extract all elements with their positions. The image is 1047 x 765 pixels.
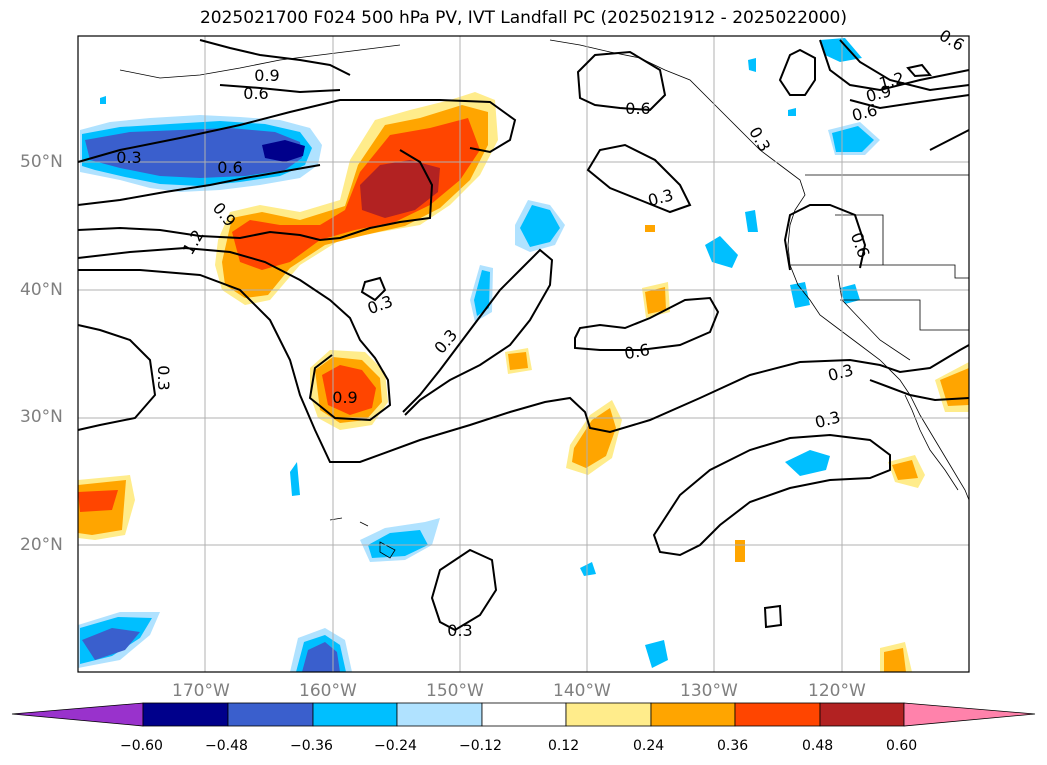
colorbar-tick: 0.48	[802, 738, 834, 754]
plot-area: 0.3 0.6 0.9 1.2 0.9 0.6 0.3 0.3 0.9 0.3 …	[77, 26, 970, 673]
lon-label: 150°W	[426, 681, 484, 701]
contour-label: 0.3	[154, 365, 173, 390]
colorbar-segment	[312, 702, 398, 727]
lon-label: 130°W	[680, 681, 738, 701]
colorbar-tick: −0.24	[374, 738, 417, 754]
colorbar-tick: 0.60	[886, 738, 918, 754]
colorbar-extend-high	[903, 702, 1036, 727]
contour-label: 0.6	[625, 99, 650, 118]
lat-label: 20°N	[20, 535, 63, 555]
colorbar-segment	[396, 702, 483, 727]
colorbar-segment	[734, 702, 821, 727]
colorbar-tick: −0.36	[290, 738, 333, 754]
lat-label: 30°N	[20, 407, 63, 427]
contour-label: 0.3	[447, 621, 472, 640]
contour-label: 0.9	[332, 388, 357, 407]
negative-anomaly-nw	[80, 115, 322, 192]
colorbar-tick: −0.48	[205, 738, 248, 754]
colorbar-segment	[142, 702, 229, 727]
colorbar-tick: 0.36	[717, 738, 749, 754]
contour-label: 0.9	[254, 66, 279, 85]
lat-label: 40°N	[20, 280, 63, 300]
colorbar-tick: −0.60	[120, 738, 163, 754]
positive-anomaly-spots	[78, 225, 969, 672]
colorbar-tick: 0.12	[548, 738, 580, 754]
lat-label: 50°N	[20, 152, 63, 172]
colorbar-segment	[819, 702, 905, 727]
colorbar-segment	[227, 702, 314, 727]
colorbar-tick: 0.24	[633, 738, 665, 754]
contour-label: 0.3	[116, 148, 141, 167]
map-frame	[77, 35, 970, 673]
lon-label: 140°W	[553, 681, 611, 701]
positive-anomaly-band	[215, 92, 498, 305]
colorbar-segment	[481, 702, 567, 727]
colorbar-segment	[565, 702, 652, 727]
colorbar-tick: −0.12	[459, 738, 502, 754]
map-title: 2025021700 F024 500 hPa PV, IVT Landfall…	[199, 8, 847, 28]
positive-anomaly-central	[310, 350, 388, 430]
negative-anomaly-spots	[78, 38, 880, 672]
lon-label: 160°W	[299, 681, 357, 701]
contour-label: 0.6	[623, 340, 651, 363]
lon-label: 170°W	[172, 681, 230, 701]
colorbar-segment	[650, 702, 736, 727]
pv-contours	[77, 39, 970, 632]
lon-label: 120°W	[808, 681, 866, 701]
colorbar	[11, 702, 1036, 727]
grid	[78, 36, 969, 672]
coastlines	[119, 39, 970, 559]
colorbar-extend-low	[11, 702, 144, 727]
contour-label: 0.6	[217, 158, 242, 177]
contour-label: 0.6	[243, 84, 268, 103]
